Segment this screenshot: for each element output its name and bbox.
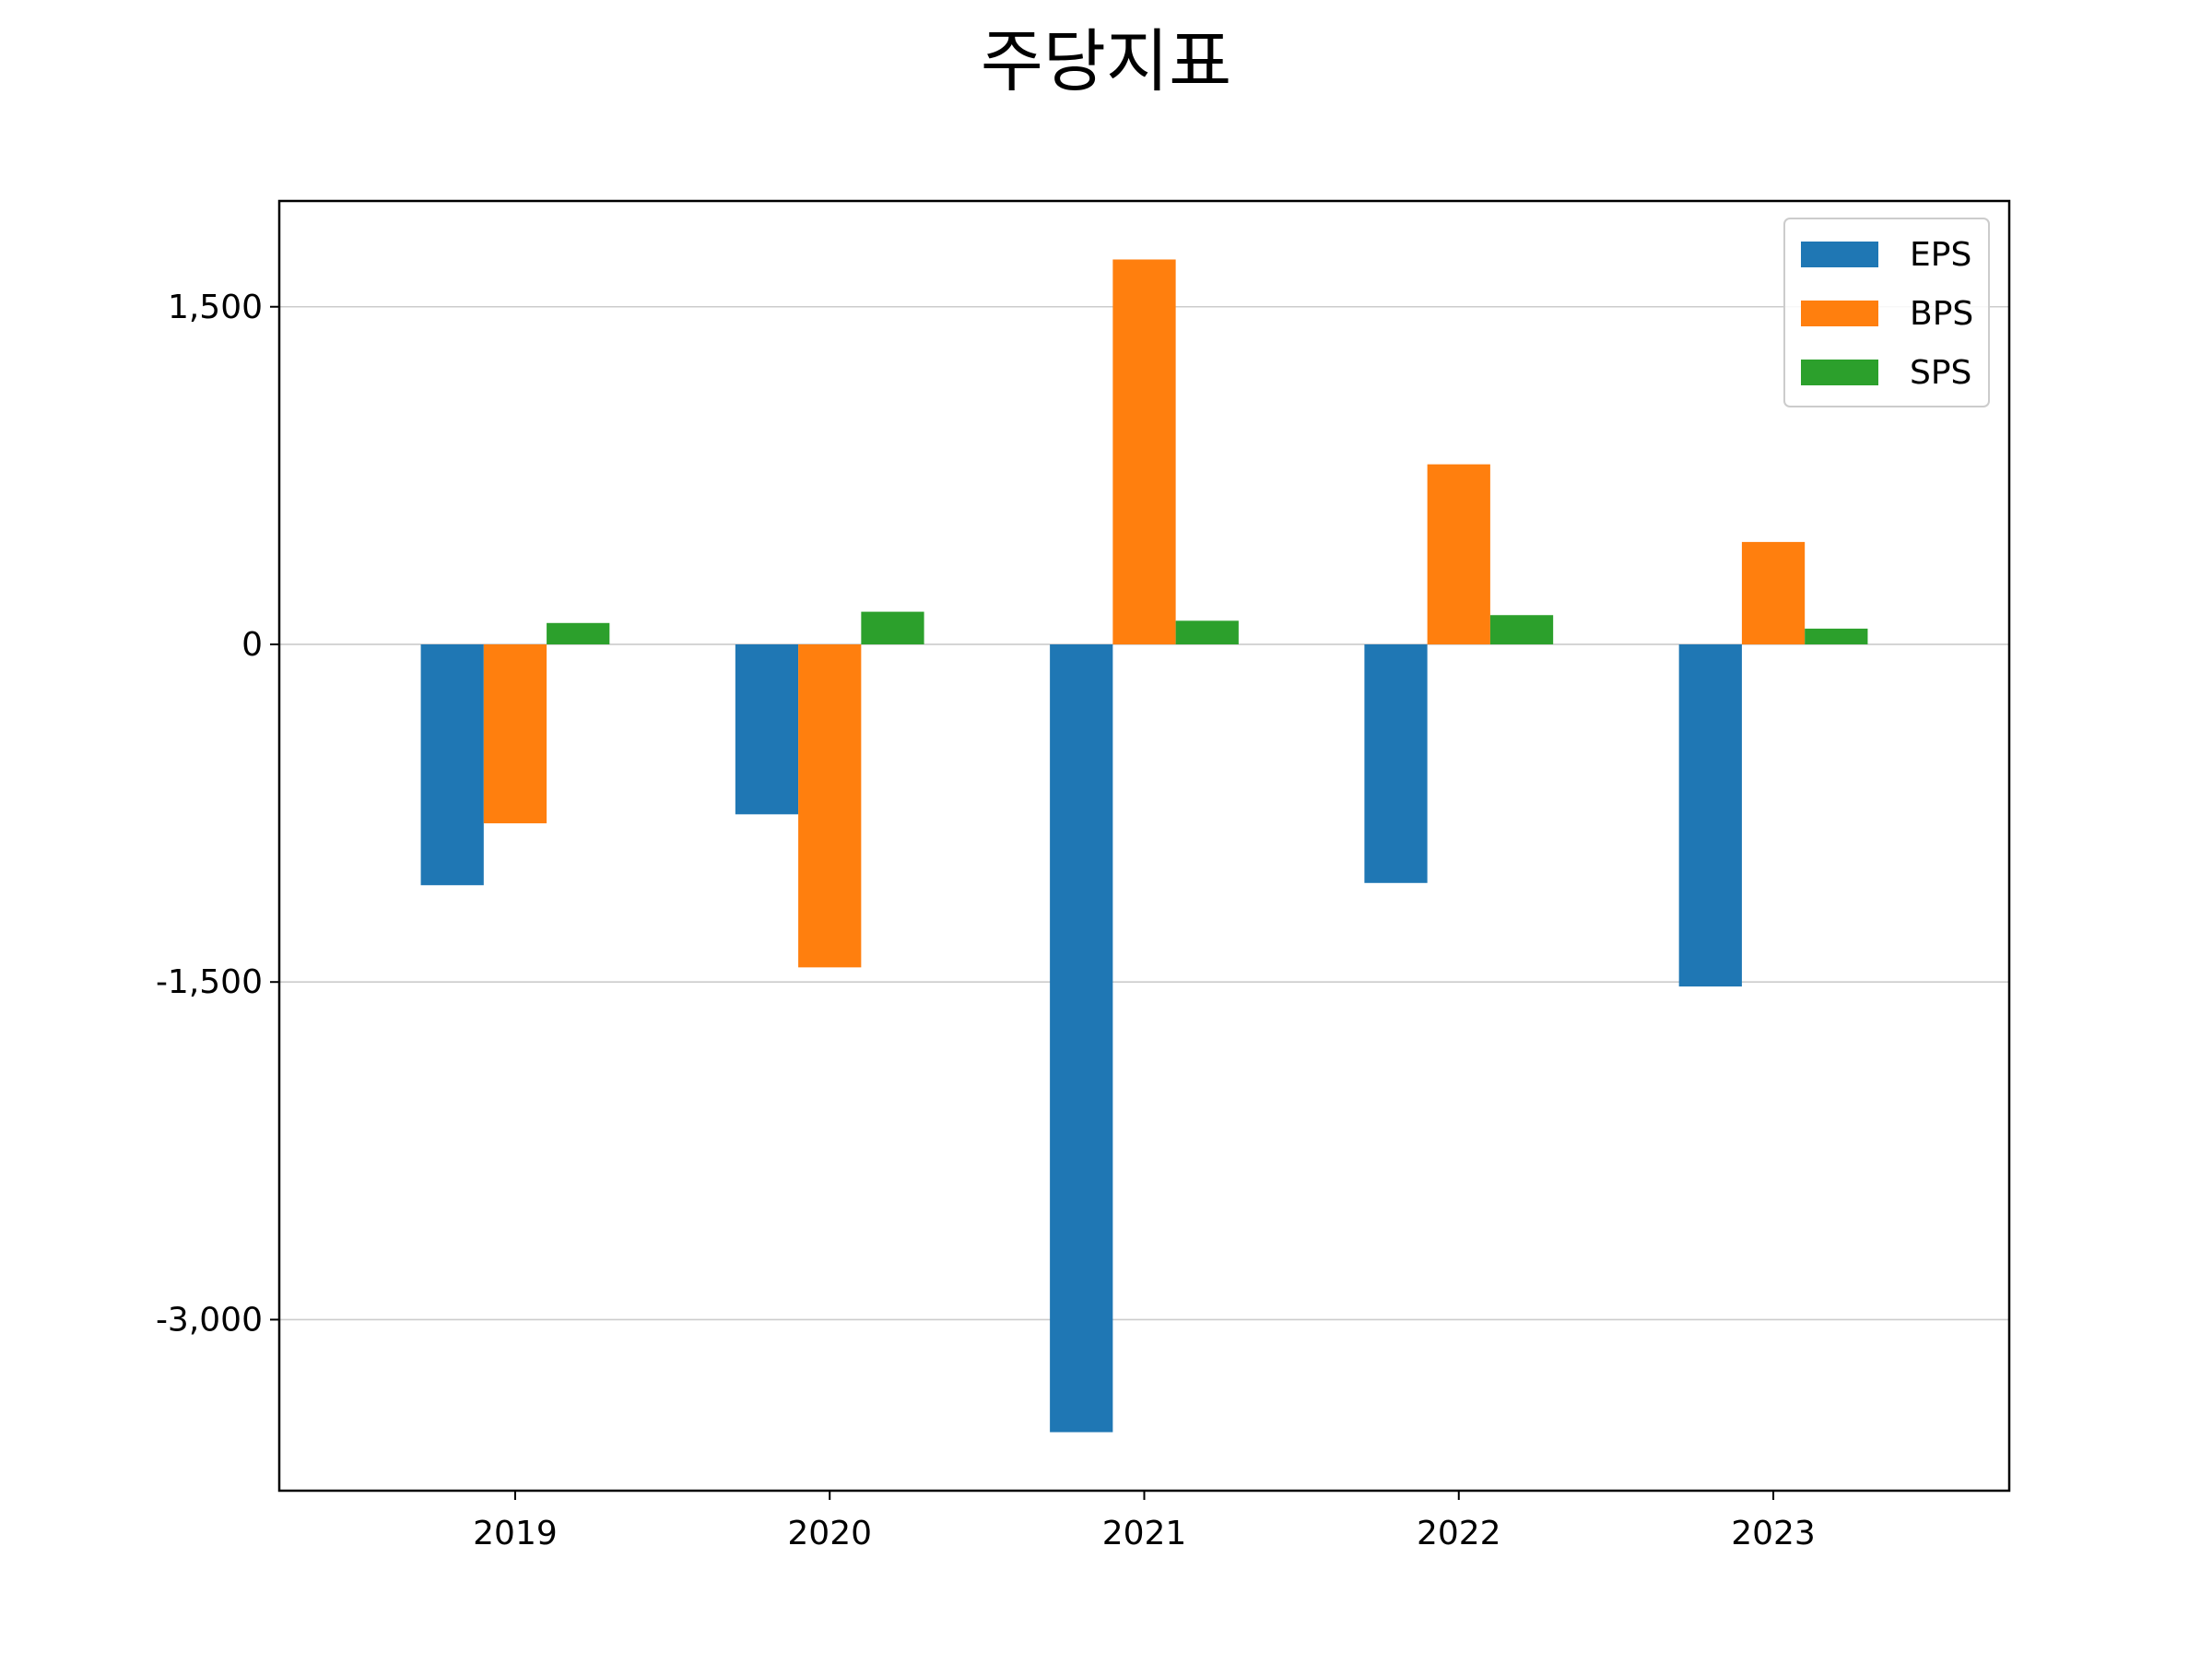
y-tick-label: 0 <box>241 626 263 664</box>
bar-sps-2020 <box>861 611 924 644</box>
bar-eps-2023 <box>1678 643 1742 987</box>
legend-label-eps: EPS <box>1910 236 1971 274</box>
legend-swatch-sps <box>1801 360 1878 385</box>
x-tick-label: 2021 <box>1102 1515 1187 1552</box>
axes: -3,000 -1,500 0 1,500 2019 2020 2021 2022 2023 <box>156 289 1816 1552</box>
legend-swatch-bps <box>1801 301 1878 326</box>
x-tick-label: 2022 <box>1417 1515 1501 1552</box>
x-tick-label: 2023 <box>1731 1515 1816 1552</box>
legend-label-bps: BPS <box>1910 295 1973 333</box>
bar-bps-2021 <box>1112 259 1176 644</box>
y-tick-label: -1,500 <box>156 963 263 1001</box>
bars <box>420 259 1868 1433</box>
bar-sps-2021 <box>1175 620 1239 644</box>
bar-eps-2019 <box>420 643 484 886</box>
bar-eps-2021 <box>1050 643 1113 1433</box>
x-tick-label: 2020 <box>787 1515 872 1552</box>
bar-sps-2022 <box>1489 615 1554 644</box>
bar-sps-2019 <box>547 622 610 644</box>
legend-swatch-eps <box>1801 242 1878 267</box>
bar-bps-2023 <box>1741 541 1806 644</box>
x-tick-label: 2019 <box>473 1515 558 1552</box>
bar-bps-2019 <box>483 643 547 824</box>
legend: EPS BPS SPS <box>1783 218 1990 407</box>
bar-bps-2022 <box>1427 464 1490 644</box>
bar-bps-2020 <box>798 643 862 968</box>
chart-title: 주당지표 <box>981 22 1231 101</box>
bar-eps-2022 <box>1364 643 1428 883</box>
y-tick-label: 1,500 <box>168 289 263 326</box>
bar-sps-2023 <box>1805 628 1868 644</box>
y-tick-label: -3,000 <box>156 1301 263 1339</box>
bar-eps-2020 <box>735 643 799 815</box>
legend-label-sps: SPS <box>1910 354 1971 392</box>
